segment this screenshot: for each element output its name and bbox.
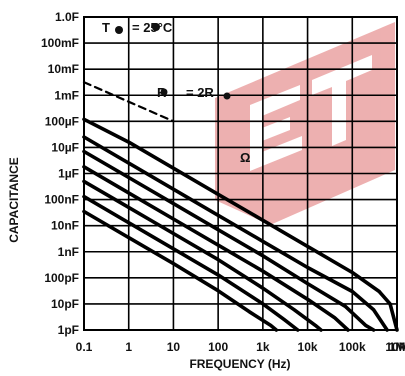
watermark-logo	[215, 22, 395, 225]
x-tick-label: 100	[208, 340, 228, 354]
y-tick-label: 1pF	[58, 323, 79, 337]
y-tick-label: 100pF	[44, 271, 79, 285]
series-line-8	[82, 209, 279, 332]
y-tick-label: 100µF	[45, 114, 79, 128]
y-tick-label: 10µF	[51, 140, 79, 154]
annotation-ra-value: = 2R	[186, 85, 214, 100]
x-tick-label: 10M	[385, 340, 405, 354]
marker-dot	[152, 23, 160, 31]
series-line-3	[82, 135, 389, 332]
marker-dot	[223, 92, 231, 100]
annotation-ta-label: T	[102, 20, 110, 35]
x-tick-label: 0.1	[76, 340, 93, 354]
series-line-5	[82, 165, 350, 332]
y-axis-title: CAPACITANCE	[7, 157, 21, 243]
marker-dot	[160, 88, 168, 96]
series-line-7	[82, 194, 300, 332]
y-tick-label: 1.0F	[55, 10, 79, 24]
x-tick-label: 1k	[256, 340, 270, 354]
series-line-2	[82, 117, 399, 332]
y-tick-label: 100nF	[44, 193, 79, 207]
y-tick-label: 10mF	[48, 62, 79, 76]
marker-dot	[115, 26, 123, 34]
x-axis-title: FREQUENCY (Hz)	[189, 357, 290, 371]
series-line-4	[82, 149, 376, 332]
series-line-6	[82, 179, 323, 332]
x-tick-label: 10k	[298, 340, 318, 354]
series-line-1	[82, 81, 175, 123]
y-tick-label: 1nF	[58, 245, 79, 259]
y-tick-label: 10nF	[51, 219, 79, 233]
x-tick-label: 100k	[339, 340, 366, 354]
series-lines	[82, 81, 399, 332]
y-tick-label: 1µF	[58, 167, 79, 181]
x-tick-label: 1M	[389, 340, 405, 354]
x-tick-label: 10	[167, 340, 181, 354]
y-tick-labels: 1.0F 100mF 10mF 1mF 100µF 10µF 1µF 100nF 10nF 1nF…	[41, 10, 79, 337]
x-tick-label: 1	[125, 340, 132, 354]
y-tick-label: 1mF	[54, 88, 79, 102]
y-tick-label: 10pF	[51, 297, 79, 311]
y-tick-label: 100mF	[41, 36, 79, 50]
annotation-ohm-symbol: Ω	[240, 150, 250, 165]
plot-frame	[83, 16, 398, 331]
